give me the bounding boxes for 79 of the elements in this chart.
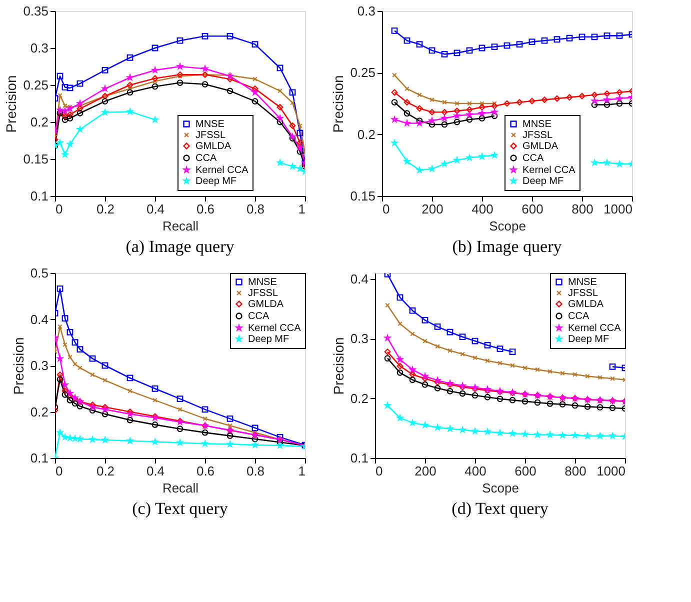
legend-label: JFSSL [248, 288, 278, 299]
y-tick-label: 0.15 [350, 188, 376, 204]
x-tick-label: 0 [56, 202, 63, 216]
x-tick-label: 0.2 [96, 202, 115, 216]
y-tick-label: 0.15 [23, 152, 48, 166]
legend-label: GMLDA [568, 299, 604, 310]
legend-label: MNSE [196, 119, 225, 130]
y-tick-label: 0.3 [30, 40, 48, 56]
x-axis-title: Scope [489, 218, 526, 234]
y-axis-title: Precision [10, 337, 26, 395]
y-tick-label: 0.2 [350, 390, 368, 406]
y-tick-label: 0.35 [23, 4, 48, 18]
legend-label: JFSSL [568, 288, 598, 299]
legend-label: GMLDA [248, 299, 284, 310]
x-axis-title: Recall [162, 480, 199, 496]
legend-label: Kernel CCA [568, 323, 622, 334]
x-tick-label: 400 [472, 202, 494, 216]
y-tick-label: 0.3 [30, 358, 48, 373]
legend-label: JFSSL [522, 130, 553, 141]
x-tick-label: 0.8 [246, 202, 265, 216]
x-tick-label: 0 [56, 464, 63, 478]
y-tick-label: 0.4 [350, 271, 368, 286]
x-tick-label: 0.4 [146, 202, 165, 216]
x-tick-label: 200 [414, 464, 436, 478]
legend-label: Deep MF [522, 176, 564, 187]
legend-label: CCA [196, 153, 217, 164]
y-tick-label: 0.3 [357, 4, 376, 18]
y-tick-label: 0.1 [30, 450, 48, 466]
x-tick-label: 200 [422, 202, 444, 216]
x-tick-label: 0.6 [196, 464, 215, 478]
legend-label: Deep MF [568, 334, 610, 345]
x-axis-title: Recall [162, 218, 199, 234]
x-tick-label: 0.4 [146, 464, 165, 478]
x-tick-label: 0.2 [96, 464, 115, 478]
legend-label: CCA [522, 153, 544, 164]
legend-label: CCA [248, 311, 270, 322]
x-tick-label: 1 [298, 464, 306, 478]
x-tick-label: 800 [564, 464, 586, 478]
legend-label: GMLDA [196, 141, 232, 152]
y-tick-label: 0.2 [30, 114, 48, 130]
y-tick-label: 0.1 [350, 450, 368, 466]
y-tick-label: 0.25 [23, 78, 48, 92]
legend-label: MNSE [248, 277, 278, 288]
text: (c) Text query [132, 499, 228, 518]
x-tick-label: 0.8 [246, 464, 265, 478]
legend-label: JFSSL [196, 130, 226, 141]
x-tick-label: 0 [382, 202, 390, 216]
x-tick-label: 1 [298, 202, 306, 216]
y-tick-label: 0.1 [30, 188, 48, 204]
text: (a) Image query [126, 237, 235, 256]
x-tick-label: 0 [376, 464, 383, 478]
legend-label: Kernel CCA [522, 165, 576, 176]
legend-label: Deep MF [196, 176, 237, 187]
x-tick-label: 1000 [596, 464, 626, 478]
x-axis-title: Scope [482, 480, 519, 496]
y-tick-label: 0.2 [30, 404, 48, 420]
text: (b) Image query [452, 237, 562, 256]
legend-label: MNSE [522, 119, 552, 130]
legend-label: Kernel CCA [248, 323, 302, 334]
legend-label: Kernel CCA [196, 165, 249, 176]
legend-label: Deep MF [248, 334, 290, 345]
legend-label: MNSE [568, 277, 598, 288]
x-tick-label: 600 [514, 464, 536, 478]
y-axis-title: Precision [3, 75, 20, 133]
y-tick-label: 0.3 [350, 331, 368, 346]
x-tick-label: 800 [572, 202, 594, 216]
text: (d) Text query [452, 499, 549, 518]
x-tick-label: 600 [522, 202, 544, 216]
y-tick-label: 0.2 [357, 126, 376, 142]
x-tick-label: 1000 [604, 202, 632, 216]
y-tick-label: 0.5 [30, 266, 48, 280]
y-tick-label: 0.4 [30, 312, 48, 327]
x-tick-label: 0.6 [196, 202, 215, 216]
y-axis-title: Precision [330, 337, 346, 395]
legend-label: GMLDA [522, 141, 558, 152]
y-axis-title: Precision [330, 75, 346, 133]
x-tick-label: 400 [464, 464, 486, 478]
legend-label: CCA [568, 311, 590, 322]
y-tick-label: 0.25 [350, 65, 376, 80]
